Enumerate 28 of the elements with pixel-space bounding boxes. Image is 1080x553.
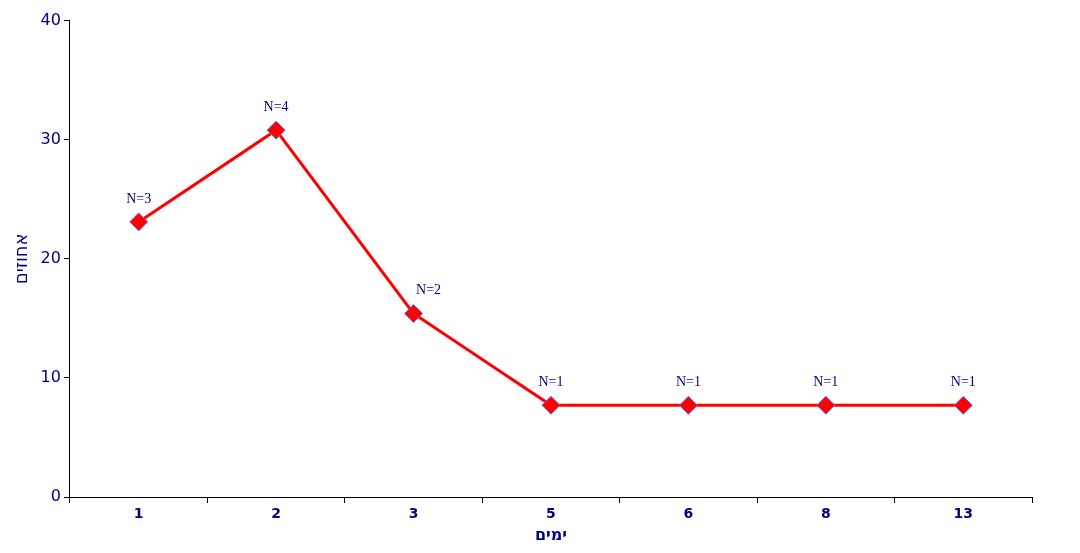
point bbox=[678, 395, 698, 415]
annotation: N=1 bbox=[950, 373, 976, 389]
x-tick-label: 13 bbox=[953, 505, 974, 522]
x-tick-label: 3 bbox=[408, 505, 419, 522]
point bbox=[816, 395, 836, 415]
annotation: N=4 bbox=[263, 98, 289, 114]
point bbox=[266, 120, 286, 140]
x-tick-label: 6 bbox=[683, 505, 694, 522]
point bbox=[541, 395, 561, 415]
point bbox=[129, 212, 149, 232]
annotation: N=1 bbox=[675, 373, 701, 389]
annotation: N=1 bbox=[813, 373, 839, 389]
x-axis-title: ימים bbox=[534, 524, 568, 544]
x-tick-label: 5 bbox=[546, 505, 556, 522]
x-tick-label: 1 bbox=[133, 505, 144, 522]
y-tick-label: 10 bbox=[40, 367, 61, 387]
annotation: N=2 bbox=[416, 282, 442, 298]
point bbox=[953, 395, 973, 415]
x-tick-label: 8 bbox=[820, 505, 831, 522]
y-tick-label: 0 bbox=[50, 486, 61, 506]
y-tick-label: 30 bbox=[40, 128, 61, 148]
y-tick-label: 40 bbox=[40, 9, 61, 29]
annotation: N=1 bbox=[538, 373, 564, 389]
y-axis-title: אחוזים bbox=[10, 233, 32, 285]
point bbox=[404, 304, 424, 324]
annotation: N=3 bbox=[126, 190, 152, 206]
x-tick-label: 2 bbox=[271, 505, 281, 522]
y-tick-label: 20 bbox=[40, 247, 61, 267]
